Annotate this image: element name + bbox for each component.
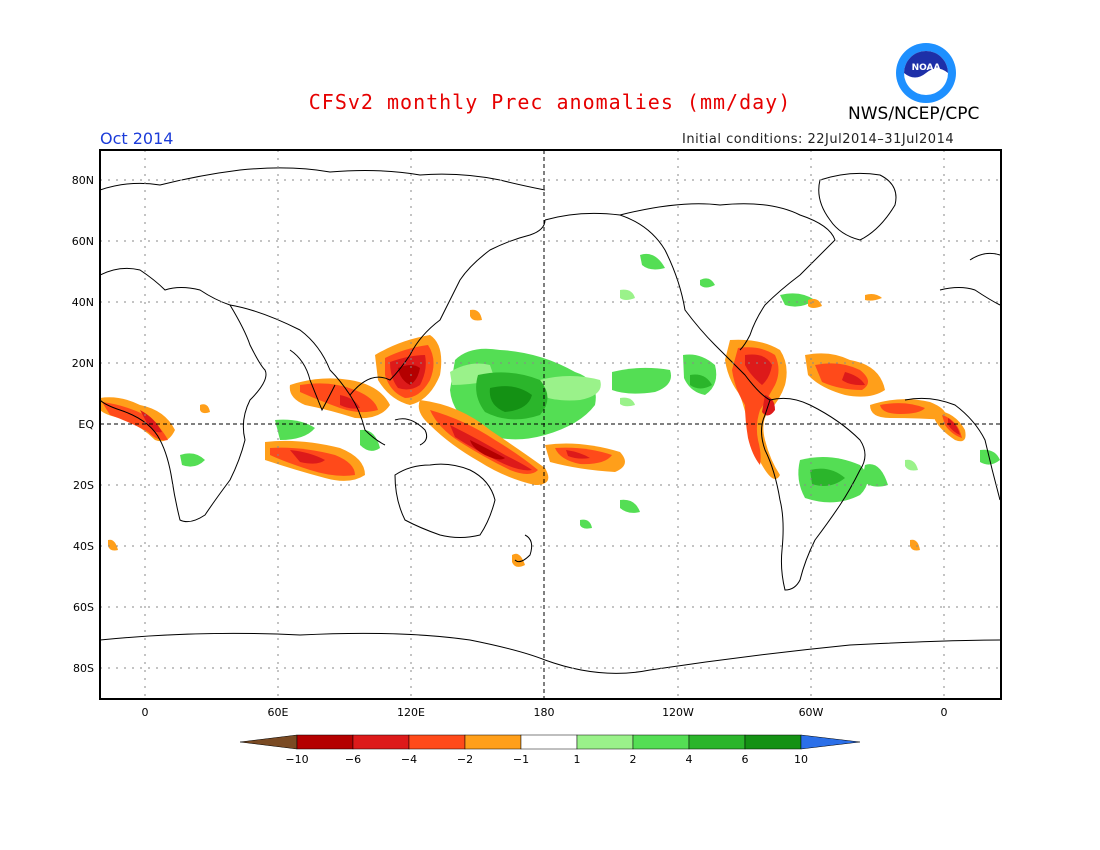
colorbar-label: 4	[686, 753, 693, 766]
longitude-labels: 0 60E 120E 180 120W 60W 0	[142, 706, 948, 719]
colorbar-label: 10	[794, 753, 808, 766]
lon-label: 180	[534, 706, 555, 719]
coastlines	[100, 167, 1001, 674]
lon-label: 0	[142, 706, 149, 719]
lat-label: 60N	[72, 235, 94, 248]
colorbar-swatch	[744, 734, 802, 750]
noaa-logo: NOAA	[896, 43, 956, 103]
latitude-labels: 80N 60N 40N 20N EQ 20S 40S 60S 80S	[72, 174, 95, 675]
colorbar	[239, 734, 861, 750]
colorbar-swatch	[408, 734, 466, 750]
lon-label: 0	[941, 706, 948, 719]
equator-dateline	[100, 150, 1001, 699]
lat-label: 80N	[72, 174, 94, 187]
colorbar-label: −10	[285, 753, 308, 766]
lat-label: 20N	[72, 357, 94, 370]
colorbar-label: −6	[345, 753, 361, 766]
graticule	[100, 150, 1001, 699]
lon-label: 120E	[397, 706, 425, 719]
lon-label: 60E	[268, 706, 289, 719]
anomaly-shading	[100, 253, 1000, 567]
lat-label: 40N	[72, 296, 94, 309]
lat-label: 60S	[73, 601, 94, 614]
colorbar-label: −1	[513, 753, 529, 766]
forecast-month: Oct 2014	[100, 129, 174, 148]
lat-label: EQ	[78, 418, 94, 431]
lat-label: 40S	[73, 540, 94, 553]
colorbar-swatch-gt-10	[800, 734, 861, 750]
agency-label: NWS/NCEP/CPC	[848, 104, 980, 124]
colorbar-label: −4	[401, 753, 417, 766]
lat-label: 80S	[73, 662, 94, 675]
colorbar-label: 6	[742, 753, 749, 766]
lon-label: 60W	[799, 706, 824, 719]
colorbar-swatch-lt-minus10	[239, 734, 298, 750]
noaa-logo-text: NOAA	[912, 63, 941, 73]
colorbar-labels: −10 −6 −4 −2 −1 1 2 4 6 10	[285, 753, 808, 766]
colorbar-swatch	[688, 734, 746, 750]
colorbar-label: 1	[574, 753, 581, 766]
lon-label: 120W	[662, 706, 694, 719]
colorbar-swatch	[576, 734, 634, 750]
lat-label: 20S	[73, 479, 94, 492]
colorbar-swatch	[464, 734, 522, 750]
colorbar-swatch	[632, 734, 690, 750]
colorbar-swatch	[296, 734, 354, 750]
map-frame	[99, 149, 1002, 700]
colorbar-label: −2	[457, 753, 473, 766]
chart-title: CFSv2 monthly Prec anomalies (mm/day)	[308, 90, 792, 114]
colorbar-label: 2	[630, 753, 637, 766]
colorbar-swatch	[520, 734, 578, 750]
initial-conditions: Initial conditions: 22Jul2014–31Jul2014	[682, 132, 955, 147]
colorbar-swatch	[352, 734, 410, 750]
